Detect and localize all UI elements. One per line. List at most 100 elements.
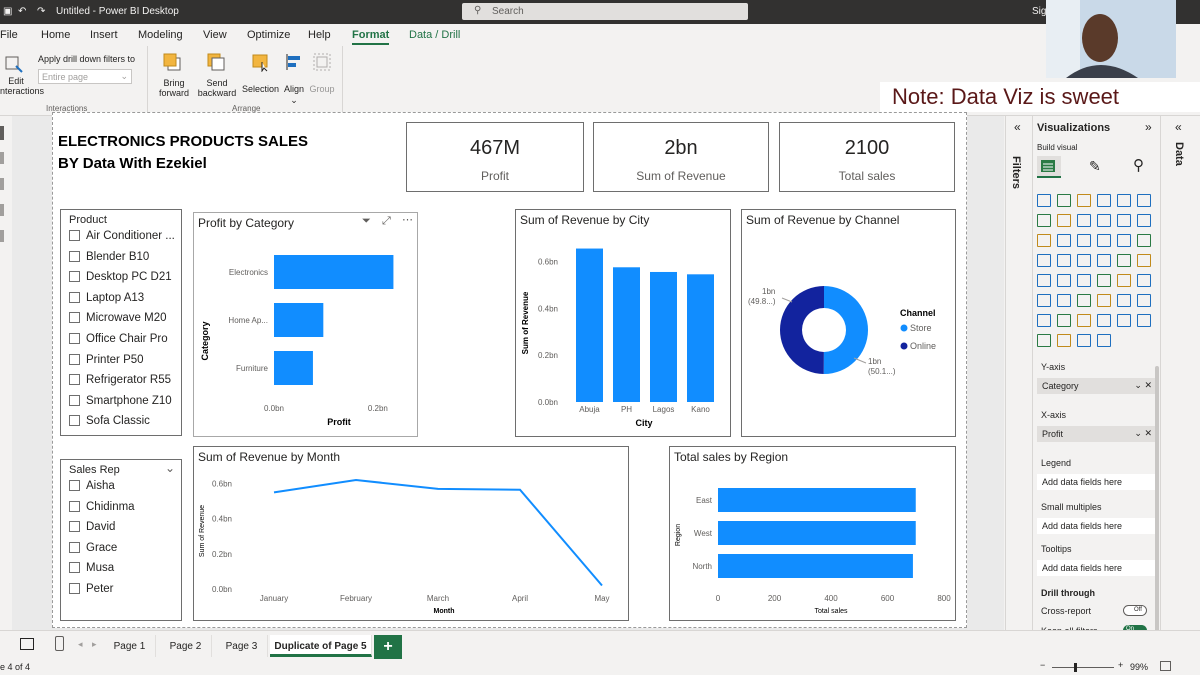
visual-type-icon[interactable] [1077, 254, 1091, 267]
chevron-down-icon[interactable]: ⌄ [165, 461, 176, 475]
build-visual-tab[interactable] [1037, 156, 1061, 178]
visual-type-icon[interactable] [1117, 214, 1131, 227]
menu-format[interactable]: Format [352, 29, 390, 45]
menu-modeling[interactable]: Modeling [138, 29, 183, 41]
visual-type-icon[interactable] [1137, 314, 1151, 327]
revenue-by-month-visual[interactable]: Sum of Revenue by Month 0.0bn 0.2bn 0.4bn 0… [193, 446, 629, 621]
visual-type-icon[interactable] [1057, 234, 1071, 247]
visual-type-icon[interactable] [1077, 274, 1091, 287]
slicer-option[interactable]: Laptop A13 [69, 291, 144, 308]
slicer-option[interactable]: Office Chair Pro [69, 333, 168, 349]
visual-type-icon[interactable] [1057, 314, 1071, 327]
visual-type-icon[interactable] [1117, 274, 1131, 287]
revenue-by-city-visual[interactable]: Sum of Revenue by City 0.0bn 0.2bn 0.4bn 0.… [515, 209, 731, 437]
save-icon[interactable]: ▣ [3, 6, 13, 17]
zoom-slider-thumb[interactable] [1074, 663, 1077, 672]
visual-type-icon[interactable] [1097, 334, 1111, 347]
user-name[interactable]: Sig [1032, 6, 1047, 17]
profit-by-category-visual[interactable]: Profit by Category ⏷ ⤢ ⋯ Electronics Home… [193, 212, 418, 437]
checkbox[interactable] [69, 312, 80, 324]
field-well-drop-zone[interactable]: Add data fields here [1037, 518, 1155, 534]
visual-type-icon[interactable] [1037, 214, 1051, 227]
table-view-icon[interactable] [0, 152, 4, 164]
menu-data-drill[interactable]: Data / Drill [409, 29, 461, 41]
visual-type-icon[interactable] [1137, 294, 1151, 307]
slicer-option[interactable]: David [69, 521, 115, 537]
collapse-viz-icon[interactable]: » [1145, 120, 1152, 134]
visual-type-icon[interactable] [1137, 194, 1151, 207]
tab-page-1[interactable]: Page 1 [104, 635, 156, 657]
kpi-card-revenue[interactable]: 2bn Sum of Revenue [593, 122, 769, 192]
field-well-drop-zone[interactable]: Add data fields here [1037, 560, 1155, 576]
visual-type-icon[interactable] [1037, 334, 1051, 347]
field-well-value[interactable]: Profit ⌄ ✕ [1037, 426, 1155, 442]
visual-type-icon[interactable] [1117, 194, 1131, 207]
checkbox[interactable] [69, 333, 80, 344]
model-view-icon[interactable] [0, 178, 4, 190]
slicer-option[interactable]: Desktop PC D21 [69, 271, 172, 287]
checkbox[interactable] [69, 250, 80, 262]
visual-type-icon[interactable] [1057, 194, 1071, 207]
menu-help[interactable]: Help [308, 29, 331, 41]
visual-type-icon[interactable] [1077, 214, 1091, 227]
checkbox[interactable] [69, 521, 80, 533]
slicer-option[interactable]: Printer P50 [69, 353, 144, 370]
fit-to-page-icon[interactable] [1160, 661, 1171, 671]
mobile-layout-icon[interactable] [55, 636, 64, 651]
kpi-card-total-sales[interactable]: 2100 Total sales [779, 122, 955, 192]
filters-tab-label[interactable]: Filters [1010, 156, 1022, 190]
visual-type-icon[interactable] [1057, 274, 1071, 287]
visual-type-icon[interactable] [1137, 274, 1151, 287]
visual-type-icon[interactable] [1037, 274, 1051, 287]
checkbox[interactable] [69, 374, 80, 386]
slicer-option[interactable]: Peter [69, 583, 114, 599]
tab-scroll-left-icon[interactable]: ◂ [78, 639, 83, 649]
remove-field-icon[interactable]: ⌄ ✕ [1134, 380, 1152, 390]
visual-type-icon[interactable] [1077, 334, 1091, 347]
visual-type-icon[interactable] [1097, 254, 1111, 267]
product-slicer[interactable]: Product Air Conditioner ... Blender B10 De… [60, 209, 182, 436]
filter-icon[interactable]: ⏷ [362, 215, 371, 227]
visual-type-icon[interactable] [1037, 234, 1051, 247]
checkbox[interactable] [69, 541, 80, 553]
undo-icon[interactable]: ↶ [18, 6, 27, 17]
sales-by-region-visual[interactable]: Total sales by Region East West North 0 200 4… [669, 446, 956, 621]
dax-view-icon[interactable] [0, 204, 4, 216]
tab-page-2[interactable]: Page 2 [160, 635, 212, 657]
query-view-icon[interactable] [0, 230, 4, 242]
slicer-option[interactable]: Microwave M20 [69, 312, 167, 328]
menu-optimize[interactable]: Optimize [247, 29, 291, 41]
slicer-option[interactable]: Sofa Classic [69, 415, 150, 431]
remove-field-icon[interactable]: ⌄ ✕ [1134, 428, 1152, 438]
slicer-option[interactable]: Refrigerator R55 [69, 374, 171, 390]
checkbox[interactable] [69, 583, 80, 594]
slicer-option[interactable]: Musa [69, 562, 114, 578]
visual-type-icon[interactable] [1097, 294, 1111, 307]
drill-filters-select[interactable]: Entire page ⌄ [38, 69, 132, 84]
slicer-option[interactable]: Aisha [69, 480, 115, 496]
field-well-value[interactable]: Category ⌄ ✕ [1037, 378, 1155, 394]
tab-page-3[interactable]: Page 3 [216, 635, 268, 657]
expand-data-icon[interactable]: « [1175, 120, 1182, 134]
focus-mode-icon[interactable]: ⤢ [382, 215, 391, 227]
visual-type-icon[interactable] [1117, 314, 1131, 327]
menu-file[interactable]: File [0, 29, 18, 41]
visual-type-icon[interactable] [1117, 294, 1131, 307]
zoom-out-icon[interactable]: − [1040, 660, 1046, 670]
tab-scroll-right-icon[interactable]: ▸ [92, 639, 97, 649]
visual-type-icon[interactable] [1077, 314, 1091, 327]
checkbox[interactable] [69, 291, 80, 303]
menu-view[interactable]: View [203, 29, 227, 41]
bring-forward-button[interactable]: Bring forward [156, 52, 192, 102]
slicer-option[interactable]: Smartphone Z10 [69, 394, 172, 411]
visual-type-icon[interactable] [1057, 334, 1071, 347]
checkbox[interactable] [69, 500, 80, 512]
visual-type-icon[interactable] [1117, 254, 1131, 267]
visual-type-icon[interactable] [1037, 294, 1051, 307]
report-view-icon[interactable] [0, 126, 4, 140]
visual-type-icon[interactable] [1057, 254, 1071, 267]
edit-interactions-button[interactable]: Edit interactions [0, 54, 44, 104]
checkbox[interactable] [69, 230, 80, 241]
visual-type-icon[interactable] [1037, 194, 1051, 207]
visual-type-icon[interactable] [1057, 214, 1071, 227]
